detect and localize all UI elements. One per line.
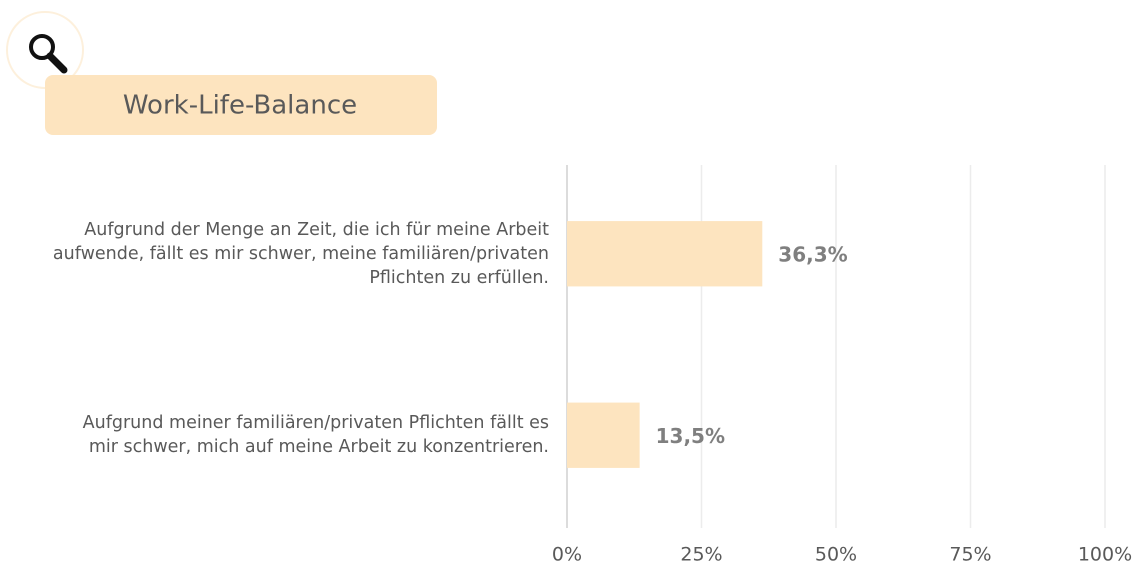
search-icon [29,34,68,74]
x-tick-label: 50% [815,544,857,566]
title-box [45,75,437,135]
category-label: Aufgrund meiner familiären/privaten Pfli… [82,413,549,458]
x-tick-label: 75% [949,544,991,566]
bar [567,221,763,287]
x-tick-label: 0% [552,544,582,566]
category-label: Aufgrund der Menge an Zeit, die ich für … [52,219,549,288]
value-label: 13,5% [656,424,725,448]
x-tick-label: 25% [680,544,722,566]
x-tick-label: 100% [1078,544,1132,566]
chart-title: Work-Life-Balance [123,91,357,121]
value-label: 36,3% [778,242,847,266]
bar [567,402,640,468]
